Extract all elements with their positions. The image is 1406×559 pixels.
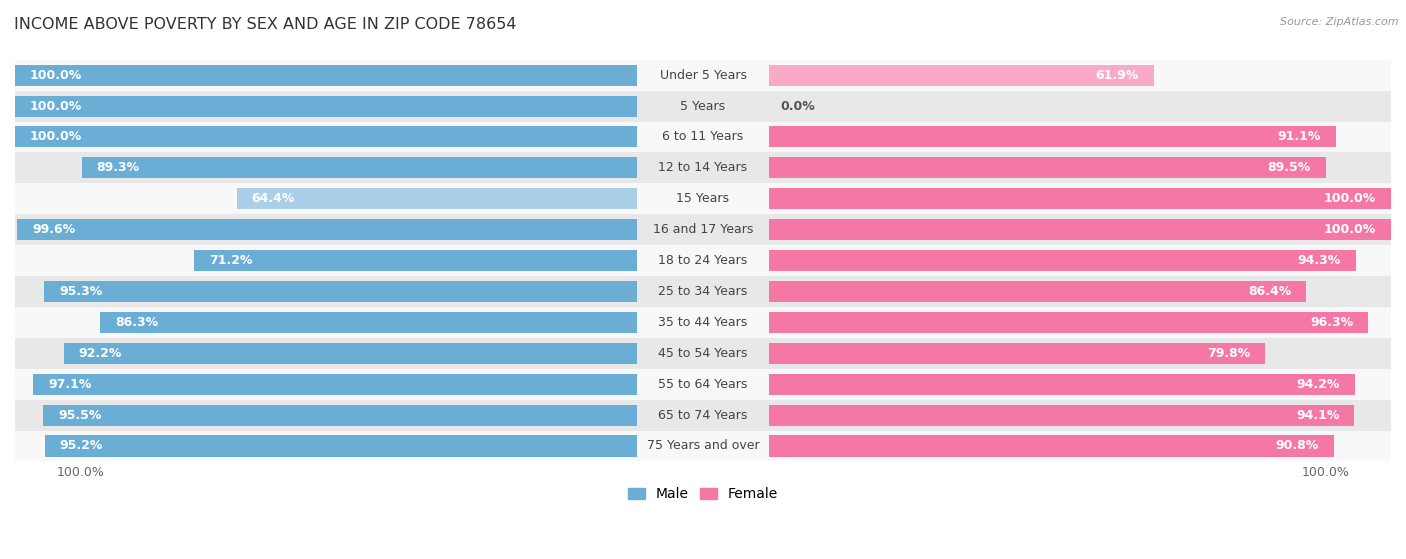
Bar <box>769 219 1391 240</box>
Text: 89.3%: 89.3% <box>97 162 139 174</box>
Text: Source: ZipAtlas.com: Source: ZipAtlas.com <box>1281 17 1399 27</box>
Bar <box>15 153 1391 183</box>
Text: 75 Years and over: 75 Years and over <box>647 439 759 452</box>
Bar <box>15 400 1391 430</box>
Bar <box>769 312 1368 333</box>
Bar <box>15 121 1391 153</box>
Bar <box>15 214 1391 245</box>
Text: 94.3%: 94.3% <box>1298 254 1340 267</box>
Bar <box>194 250 637 271</box>
Bar <box>44 405 637 425</box>
Bar <box>15 96 637 117</box>
Text: 55 to 64 Years: 55 to 64 Years <box>658 378 748 391</box>
Text: 0.0%: 0.0% <box>780 100 815 112</box>
Text: 79.8%: 79.8% <box>1208 347 1250 360</box>
Legend: Male, Female: Male, Female <box>623 482 783 506</box>
Text: 100.0%: 100.0% <box>1324 223 1376 236</box>
Text: 18 to 24 Years: 18 to 24 Years <box>658 254 748 267</box>
Text: 94.1%: 94.1% <box>1296 409 1340 421</box>
Bar <box>15 430 1391 461</box>
Bar <box>15 307 1391 338</box>
Text: 89.5%: 89.5% <box>1267 162 1310 174</box>
Bar <box>769 405 1354 425</box>
Bar <box>100 312 637 333</box>
Bar <box>15 338 1391 369</box>
Bar <box>769 343 1265 364</box>
Bar <box>44 281 637 302</box>
Bar <box>769 188 1391 209</box>
Text: 25 to 34 Years: 25 to 34 Years <box>658 285 748 298</box>
Bar <box>15 245 1391 276</box>
Bar <box>769 65 1154 86</box>
Text: 35 to 44 Years: 35 to 44 Years <box>658 316 748 329</box>
Bar <box>769 250 1355 271</box>
Text: 45 to 54 Years: 45 to 54 Years <box>658 347 748 360</box>
Bar <box>15 276 1391 307</box>
Text: 96.3%: 96.3% <box>1310 316 1353 329</box>
Text: 91.1%: 91.1% <box>1277 130 1320 144</box>
Text: 97.1%: 97.1% <box>48 378 91 391</box>
Bar <box>15 126 637 148</box>
Text: 71.2%: 71.2% <box>209 254 253 267</box>
Bar <box>15 65 637 86</box>
Text: 86.3%: 86.3% <box>115 316 159 329</box>
Bar <box>45 435 637 457</box>
Text: 94.2%: 94.2% <box>1296 378 1340 391</box>
Bar <box>769 435 1334 457</box>
Text: 95.2%: 95.2% <box>60 439 103 452</box>
Bar <box>63 343 637 364</box>
Text: 95.3%: 95.3% <box>59 285 103 298</box>
Bar <box>769 126 1336 148</box>
Text: 90.8%: 90.8% <box>1275 439 1319 452</box>
Text: 95.5%: 95.5% <box>58 409 101 421</box>
Bar <box>82 158 637 178</box>
Bar <box>769 281 1306 302</box>
Text: Under 5 Years: Under 5 Years <box>659 69 747 82</box>
Bar <box>34 373 637 395</box>
Text: 65 to 74 Years: 65 to 74 Years <box>658 409 748 421</box>
Bar <box>15 369 1391 400</box>
Text: 99.6%: 99.6% <box>32 223 76 236</box>
Text: 15 Years: 15 Years <box>676 192 730 205</box>
Text: 6 to 11 Years: 6 to 11 Years <box>662 130 744 144</box>
Text: 61.9%: 61.9% <box>1095 69 1139 82</box>
Text: 92.2%: 92.2% <box>79 347 122 360</box>
Text: 86.4%: 86.4% <box>1249 285 1292 298</box>
Bar <box>15 91 1391 121</box>
Bar <box>769 158 1326 178</box>
Text: INCOME ABOVE POVERTY BY SEX AND AGE IN ZIP CODE 78654: INCOME ABOVE POVERTY BY SEX AND AGE IN Z… <box>14 17 516 32</box>
Bar <box>15 183 1391 214</box>
Bar <box>769 373 1355 395</box>
Text: 5 Years: 5 Years <box>681 100 725 112</box>
Text: 100.0%: 100.0% <box>30 130 82 144</box>
Text: 16 and 17 Years: 16 and 17 Years <box>652 223 754 236</box>
Bar <box>15 60 1391 91</box>
Bar <box>236 188 637 209</box>
Text: 12 to 14 Years: 12 to 14 Years <box>658 162 748 174</box>
Bar <box>17 219 637 240</box>
Text: 100.0%: 100.0% <box>1324 192 1376 205</box>
Text: 100.0%: 100.0% <box>30 69 82 82</box>
Text: 100.0%: 100.0% <box>30 100 82 112</box>
Text: 64.4%: 64.4% <box>252 192 295 205</box>
